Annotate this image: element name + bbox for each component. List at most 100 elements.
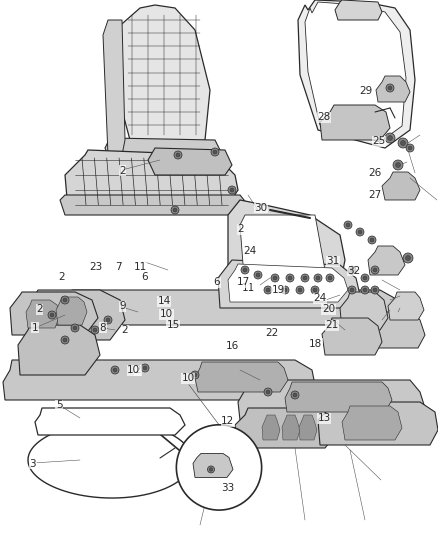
Circle shape (316, 276, 320, 280)
Circle shape (326, 274, 334, 282)
Circle shape (358, 230, 362, 234)
Circle shape (208, 466, 215, 473)
Circle shape (408, 146, 412, 150)
Circle shape (388, 135, 392, 141)
Text: 2: 2 (237, 224, 244, 234)
Circle shape (368, 236, 376, 244)
Polygon shape (115, 5, 210, 148)
Text: 26: 26 (368, 168, 381, 178)
Circle shape (350, 268, 354, 272)
Circle shape (264, 286, 272, 294)
Circle shape (348, 286, 356, 294)
Circle shape (256, 273, 260, 277)
Polygon shape (322, 318, 382, 355)
Circle shape (361, 274, 369, 282)
Text: 27: 27 (368, 190, 381, 199)
Text: 19: 19 (272, 286, 285, 295)
Circle shape (406, 144, 414, 152)
Circle shape (254, 271, 262, 279)
Text: 21: 21 (325, 320, 339, 330)
Circle shape (348, 266, 356, 274)
Circle shape (113, 368, 117, 372)
Text: 24: 24 (313, 294, 326, 303)
Text: 22: 22 (265, 328, 278, 338)
Circle shape (273, 276, 277, 280)
Polygon shape (18, 325, 100, 375)
Circle shape (291, 391, 299, 399)
Circle shape (398, 138, 408, 148)
Polygon shape (26, 300, 60, 328)
Polygon shape (3, 360, 315, 400)
Polygon shape (240, 215, 325, 290)
Text: 10: 10 (182, 374, 195, 383)
Polygon shape (335, 0, 382, 20)
Circle shape (288, 276, 292, 280)
Circle shape (213, 150, 217, 154)
Polygon shape (318, 402, 438, 445)
Circle shape (388, 86, 392, 90)
Circle shape (93, 328, 97, 332)
Polygon shape (368, 246, 405, 275)
Text: 29: 29 (359, 86, 372, 95)
Circle shape (286, 274, 294, 282)
Circle shape (406, 255, 410, 261)
Circle shape (174, 151, 182, 159)
Text: 2: 2 (134, 366, 141, 375)
Polygon shape (193, 454, 233, 478)
Circle shape (393, 160, 403, 170)
Circle shape (209, 467, 213, 471)
Polygon shape (285, 382, 392, 412)
Polygon shape (218, 260, 360, 308)
Circle shape (311, 286, 319, 294)
Text: 17: 17 (237, 278, 250, 287)
Polygon shape (35, 408, 185, 435)
Text: 2: 2 (58, 272, 65, 282)
Polygon shape (305, 2, 406, 142)
Circle shape (106, 318, 110, 322)
Polygon shape (56, 297, 87, 325)
Polygon shape (320, 105, 390, 140)
Polygon shape (148, 148, 232, 175)
Circle shape (373, 288, 377, 292)
Polygon shape (10, 292, 98, 335)
Text: 10: 10 (127, 366, 140, 375)
Circle shape (191, 371, 199, 379)
Polygon shape (60, 290, 400, 325)
Circle shape (176, 153, 180, 157)
Polygon shape (262, 415, 280, 440)
Circle shape (328, 276, 332, 280)
Circle shape (385, 133, 395, 143)
Circle shape (111, 366, 119, 374)
Circle shape (344, 221, 352, 229)
Circle shape (303, 276, 307, 280)
Circle shape (298, 288, 302, 292)
Circle shape (63, 338, 67, 342)
Polygon shape (238, 380, 425, 420)
Circle shape (283, 288, 287, 292)
Circle shape (171, 206, 179, 214)
Polygon shape (65, 150, 238, 210)
Circle shape (48, 311, 56, 319)
Circle shape (193, 373, 197, 377)
Circle shape (266, 288, 270, 292)
Text: 28: 28 (318, 112, 331, 122)
Text: 15: 15 (166, 320, 180, 330)
Circle shape (281, 286, 289, 294)
Text: 31: 31 (326, 256, 339, 266)
Circle shape (363, 288, 367, 292)
Text: 32: 32 (347, 266, 360, 276)
Circle shape (173, 208, 177, 212)
Text: 2: 2 (119, 166, 126, 175)
Circle shape (301, 274, 309, 282)
Circle shape (141, 364, 149, 372)
Circle shape (243, 268, 247, 272)
Text: 2: 2 (121, 326, 128, 335)
Circle shape (71, 324, 79, 332)
Circle shape (403, 253, 413, 263)
Polygon shape (105, 138, 220, 160)
Polygon shape (342, 406, 402, 440)
Polygon shape (382, 172, 420, 200)
Circle shape (143, 366, 147, 370)
Text: 3: 3 (29, 459, 36, 469)
Polygon shape (282, 415, 300, 440)
